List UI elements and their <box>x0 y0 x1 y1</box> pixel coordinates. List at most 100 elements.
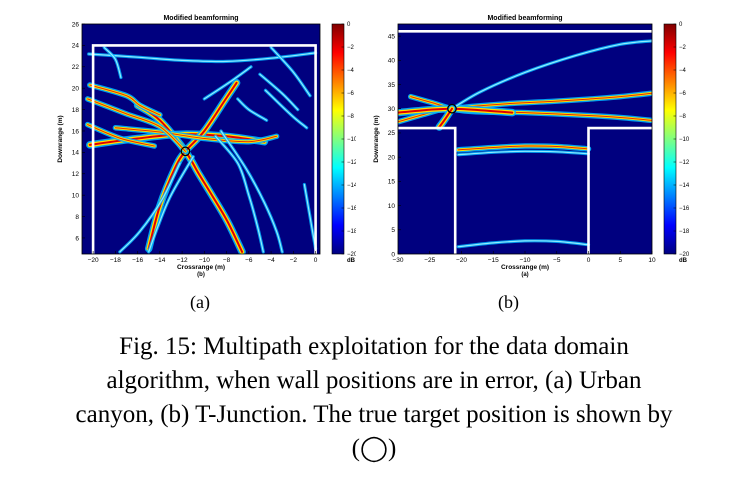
x-tick-label: −12 <box>177 257 188 264</box>
x-tick-label: −4 <box>267 257 275 264</box>
y-tick-label: 5 <box>391 227 395 234</box>
energy-arc <box>219 129 284 254</box>
colorbar-tick-label: 0 <box>347 22 351 28</box>
energy-arc-stroke <box>438 107 453 129</box>
caption-line: Fig. 15: Multipath exploitation for the … <box>119 333 629 360</box>
colorbar-tick-label: −6 <box>679 91 687 97</box>
energy-arc-stroke <box>103 46 122 79</box>
colorbar-tick-label: −16 <box>347 206 356 212</box>
colorbar-tick-label: −14 <box>347 183 356 189</box>
panel-tag: (a) <box>521 272 528 278</box>
colorbar-tick-label: −8 <box>347 114 355 120</box>
subfigure-label-b: (b) <box>498 292 519 312</box>
y-tick-label: 6 <box>75 235 79 242</box>
energy-arc <box>112 125 280 145</box>
energy-arc <box>202 65 253 101</box>
energy-arc-stroke <box>259 73 299 111</box>
subfigure-label-a: (a) <box>190 292 210 312</box>
y-tick-label: 14 <box>72 150 80 157</box>
x-tick-label: 5 <box>618 257 622 264</box>
x-tick-label: −5 <box>553 257 561 264</box>
heatmap-arcs <box>398 29 652 254</box>
colorbar-tick-label: −4 <box>679 68 687 74</box>
x-tick-label: −15 <box>488 257 499 264</box>
x-axis-label: Crossrange (m) <box>177 264 225 271</box>
wall-line <box>587 126 652 254</box>
colorbar-tick-label: −10 <box>679 137 690 143</box>
y-tick-label: 10 <box>72 192 80 199</box>
energy-arc-stroke <box>203 66 252 100</box>
y-tick-label: 22 <box>72 64 80 71</box>
energy-arc-stroke <box>89 84 161 116</box>
colorbar-tick-label: −4 <box>347 68 355 74</box>
x-tick-label: −10 <box>519 257 530 264</box>
y-tick-label: 26 <box>72 21 80 28</box>
x-tick-label: −18 <box>110 257 121 264</box>
energy-arc-stroke <box>136 104 244 253</box>
energy-arc <box>236 97 269 122</box>
energy-arc <box>435 104 456 131</box>
y-axis-label: Downrange (m) <box>57 115 64 162</box>
y-tick-label: 20 <box>72 85 80 92</box>
energy-arc-stroke <box>220 130 283 253</box>
energy-arc-stroke <box>457 145 589 151</box>
energy-arc <box>455 143 592 153</box>
heatmap-background <box>398 24 652 254</box>
y-tick-label: 35 <box>388 82 396 89</box>
x-tick-label: −2 <box>290 257 298 264</box>
energy-arc-stroke <box>457 150 590 156</box>
energy-arc <box>456 239 591 249</box>
x-tick-label: −16 <box>132 257 143 264</box>
energy-arc <box>102 45 123 80</box>
y-tick-label: 18 <box>72 107 80 114</box>
x-tick-label: −14 <box>154 257 165 264</box>
energy-arc-stroke <box>148 156 194 253</box>
target-marker <box>447 103 457 114</box>
y-axis-label: Downrange (m) <box>373 115 380 162</box>
y-tick-label: 0 <box>391 251 395 258</box>
heatmap-plot-a: Modified beamforming−20 −18 −16 −14 −12 −10 −8… <box>57 15 358 278</box>
x-tick-label: −20 <box>88 257 99 264</box>
energy-arc <box>87 51 318 64</box>
x-tick-label: −6 <box>245 257 253 264</box>
panel-tag: (b) <box>197 272 205 278</box>
colorbar-tick-label: −10 <box>347 137 356 143</box>
wall-line <box>91 44 317 254</box>
figure-panel-a: Modified beamforming −20 −18 −16 −14 −12 −10 −8… <box>50 14 358 284</box>
colorbar-tick-label: −16 <box>679 206 690 212</box>
figure-panel-b: Modified beamforming −30 −25 −20 −15 −10 −5 0 5 1… <box>364 14 698 284</box>
energy-arc-stroke <box>88 52 317 63</box>
energy-arc-stroke <box>457 240 590 248</box>
caption-line: (◯) <box>351 435 397 462</box>
x-tick-label: −8 <box>223 257 231 264</box>
energy-arc-stroke <box>114 127 278 143</box>
heatmap-plot-b: Modified beamforming−30 −25 −20 −15 −10 −5 0 5 1… <box>373 15 690 278</box>
colorbar-tick-label: −20 <box>679 252 690 258</box>
energy-arc-stroke <box>264 89 308 129</box>
plot-frame <box>81 23 321 255</box>
energy-arc <box>84 121 158 149</box>
figure-caption: Fig. 15: Multipath exploitation for the … <box>0 330 748 466</box>
energy-arc <box>258 72 300 112</box>
y-tick-label: 8 <box>75 214 79 221</box>
x-tick-label: 0 <box>314 257 318 264</box>
x-tick-label: −30 <box>392 257 403 264</box>
colorbar-tick-label: 0 <box>679 22 683 28</box>
energy-arc <box>213 134 265 254</box>
energy-arc-stroke <box>451 40 652 110</box>
energy-arc <box>263 88 309 130</box>
colorbar-tick-label: −8 <box>679 114 687 120</box>
colorbar-tick-label: −18 <box>679 229 690 235</box>
energy-arc-stroke <box>270 46 311 97</box>
y-tick-label: 16 <box>72 128 80 135</box>
energy-arc <box>84 96 189 155</box>
y-tick-label: 45 <box>388 33 396 40</box>
y-tick-label: 20 <box>388 154 396 161</box>
energy-arc <box>456 149 591 157</box>
x-tick-label: 10 <box>648 257 656 264</box>
y-tick-label: 10 <box>388 203 396 210</box>
energy-arc <box>118 161 182 254</box>
caption-line: canyon, (b) T-Junction. The true target … <box>75 401 673 428</box>
target-marker <box>180 146 191 157</box>
energy-arc-stroke <box>237 98 268 121</box>
